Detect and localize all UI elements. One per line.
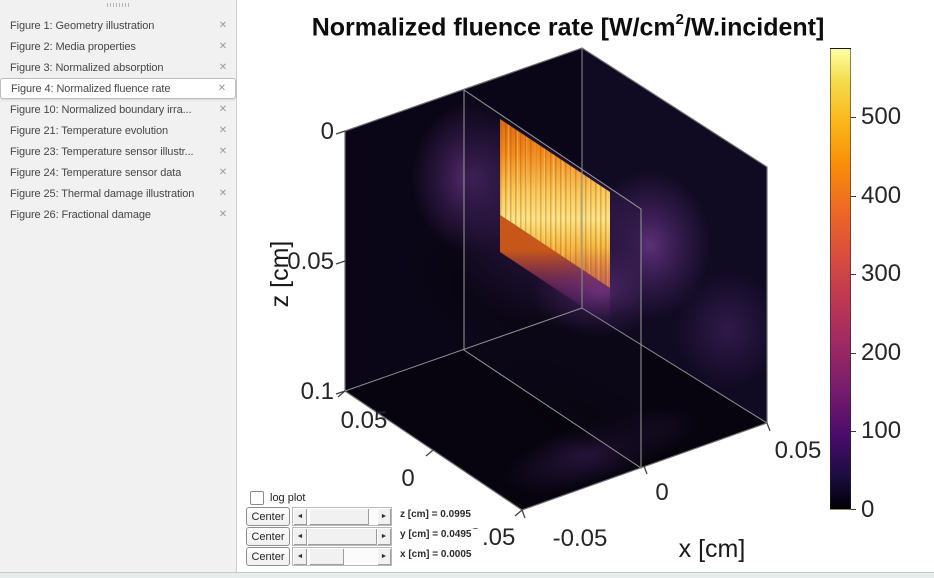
slider-z-right-arrow[interactable]: ►: [377, 508, 391, 525]
tab-label: Figure 24: Temperature sensor data: [10, 166, 182, 179]
colorbar-tick: [851, 196, 856, 197]
close-icon[interactable]: ✕: [218, 187, 227, 199]
sidebar-item-figure-3[interactable]: Figure 3: Normalized absorption ✕: [0, 57, 236, 78]
close-icon[interactable]: ✕: [218, 40, 227, 52]
window-bottom-strip: [0, 572, 934, 578]
slider-x-track[interactable]: [307, 548, 377, 565]
sidebar-item-figure-21[interactable]: Figure 21: Temperature evolution ✕: [0, 120, 236, 141]
close-icon[interactable]: ✕: [218, 103, 227, 115]
z-tick-005: 0.05: [287, 248, 334, 275]
sidebar-item-figure-25[interactable]: Figure 25: Thermal damage illustration ✕: [0, 183, 236, 204]
tab-label: Figure 25: Thermal damage illustration: [10, 187, 195, 200]
colorbar: [830, 48, 851, 510]
close-icon[interactable]: ✕: [218, 208, 227, 220]
slider-y-left-arrow[interactable]: ◄: [293, 528, 307, 545]
slider-z-left-arrow[interactable]: ◄: [293, 508, 307, 525]
slider-z[interactable]: ◄ ►: [292, 507, 392, 526]
close-icon[interactable]: ✕: [218, 124, 227, 136]
x-tick-0: 0: [655, 479, 668, 506]
slider-x-left-arrow[interactable]: ◄: [293, 548, 307, 565]
tab-label: Figure 10: Normalized boundary irra...: [10, 103, 192, 116]
colorbar-tick: [851, 274, 856, 275]
tab-label: Figure 4: Normalized fluence rate: [11, 82, 171, 95]
figure-tabs-sidebar: Figure 1: Geometry illustration ✕ Figure…: [0, 0, 237, 572]
slider-x-value: x [cm] = 0.0005: [400, 549, 482, 565]
slider-x[interactable]: ◄ ►: [292, 547, 392, 566]
slider-z-thumb[interactable]: [309, 508, 370, 525]
tab-label: Figure 3: Normalized absorption: [10, 61, 164, 74]
close-icon[interactable]: ✕: [218, 19, 227, 31]
y-tick-0: 0: [401, 465, 414, 492]
close-icon[interactable]: ✕: [218, 166, 227, 178]
sidebar-item-figure-26[interactable]: Figure 26: Fractional damage ✕: [0, 204, 236, 225]
slider-z-track[interactable]: [307, 508, 377, 525]
close-icon[interactable]: ✕: [218, 61, 227, 73]
colorbar-tick: [851, 431, 856, 432]
z-tick-01: 0.1: [301, 378, 334, 405]
z-tick-0: 0: [321, 118, 334, 145]
center-button-x[interactable]: Center: [246, 547, 290, 566]
colorbar-tick: [851, 509, 856, 510]
colorbar-label-300: 300: [861, 260, 902, 287]
log-plot-checkbox[interactable]: [250, 491, 264, 505]
tab-label: Figure 21: Temperature evolution: [10, 124, 169, 137]
slider-y-thumb[interactable]: [307, 528, 377, 545]
sidebar-item-figure-23[interactable]: Figure 23: Temperature sensor illustr...…: [0, 141, 236, 162]
z-axis-label: z [cm]: [266, 241, 294, 308]
x-tick-005: 0.05: [775, 437, 822, 464]
colorbar-label-400: 400: [861, 182, 902, 209]
slider-y[interactable]: ◄ ►: [292, 527, 392, 546]
slider-z-value: z [cm] = 0.0995: [400, 509, 482, 525]
plot-title: Normalized fluence rate [W/cm2/W.inciden…: [311, 11, 825, 42]
sidebar-item-figure-10[interactable]: Figure 10: Normalized boundary irra... ✕: [0, 99, 236, 120]
tab-label: Figure 23: Temperature sensor illustr...: [10, 145, 194, 158]
sidebar-item-figure-24[interactable]: Figure 24: Temperature sensor data ✕: [0, 162, 236, 183]
slider-x-thumb[interactable]: [309, 548, 345, 565]
close-icon[interactable]: ✕: [218, 145, 227, 157]
axis-ticks: [335, 130, 771, 519]
x-axis-label: x [cm]: [679, 535, 746, 563]
x-tick-neg005: -0.05: [553, 525, 608, 552]
tab-label: Figure 1: Geometry illustration: [10, 19, 155, 32]
log-plot-label: log plot: [270, 492, 306, 504]
close-icon[interactable]: ✕: [217, 82, 226, 94]
slider-y-right-arrow[interactable]: ►: [377, 528, 391, 545]
sidebar-item-figure-4-active[interactable]: Figure 4: Normalized fluence rate ✕: [0, 78, 236, 99]
fluence-beam-slice: [464, 90, 641, 468]
tab-label: Figure 26: Fractional damage: [10, 208, 151, 221]
colorbar-label-200: 200: [861, 339, 902, 366]
colorbar-tick: [851, 117, 856, 118]
floor-glow: [484, 345, 696, 493]
sidebar-drag-handle[interactable]: [107, 3, 129, 7]
y-tick-005: 0.05: [341, 407, 388, 434]
slider-y-track[interactable]: [307, 528, 377, 545]
sidebar-item-figure-2[interactable]: Figure 2: Media properties ✕: [0, 36, 236, 57]
slider-y-value: y [cm] = 0.0495: [400, 529, 482, 545]
center-button-y[interactable]: Center: [246, 527, 290, 546]
sidebar-item-figure-1[interactable]: Figure 1: Geometry illustration ✕: [0, 15, 236, 36]
colorbar-label-500: 500: [861, 103, 902, 130]
tab-label: Figure 2: Media properties: [10, 40, 136, 53]
colorbar-label-100: 100: [861, 417, 902, 444]
colorbar-label-0: 0: [861, 496, 875, 523]
slider-x-right-arrow[interactable]: ►: [377, 548, 391, 565]
center-button-z[interactable]: Center: [246, 507, 290, 526]
colorbar-tick: [851, 353, 856, 354]
